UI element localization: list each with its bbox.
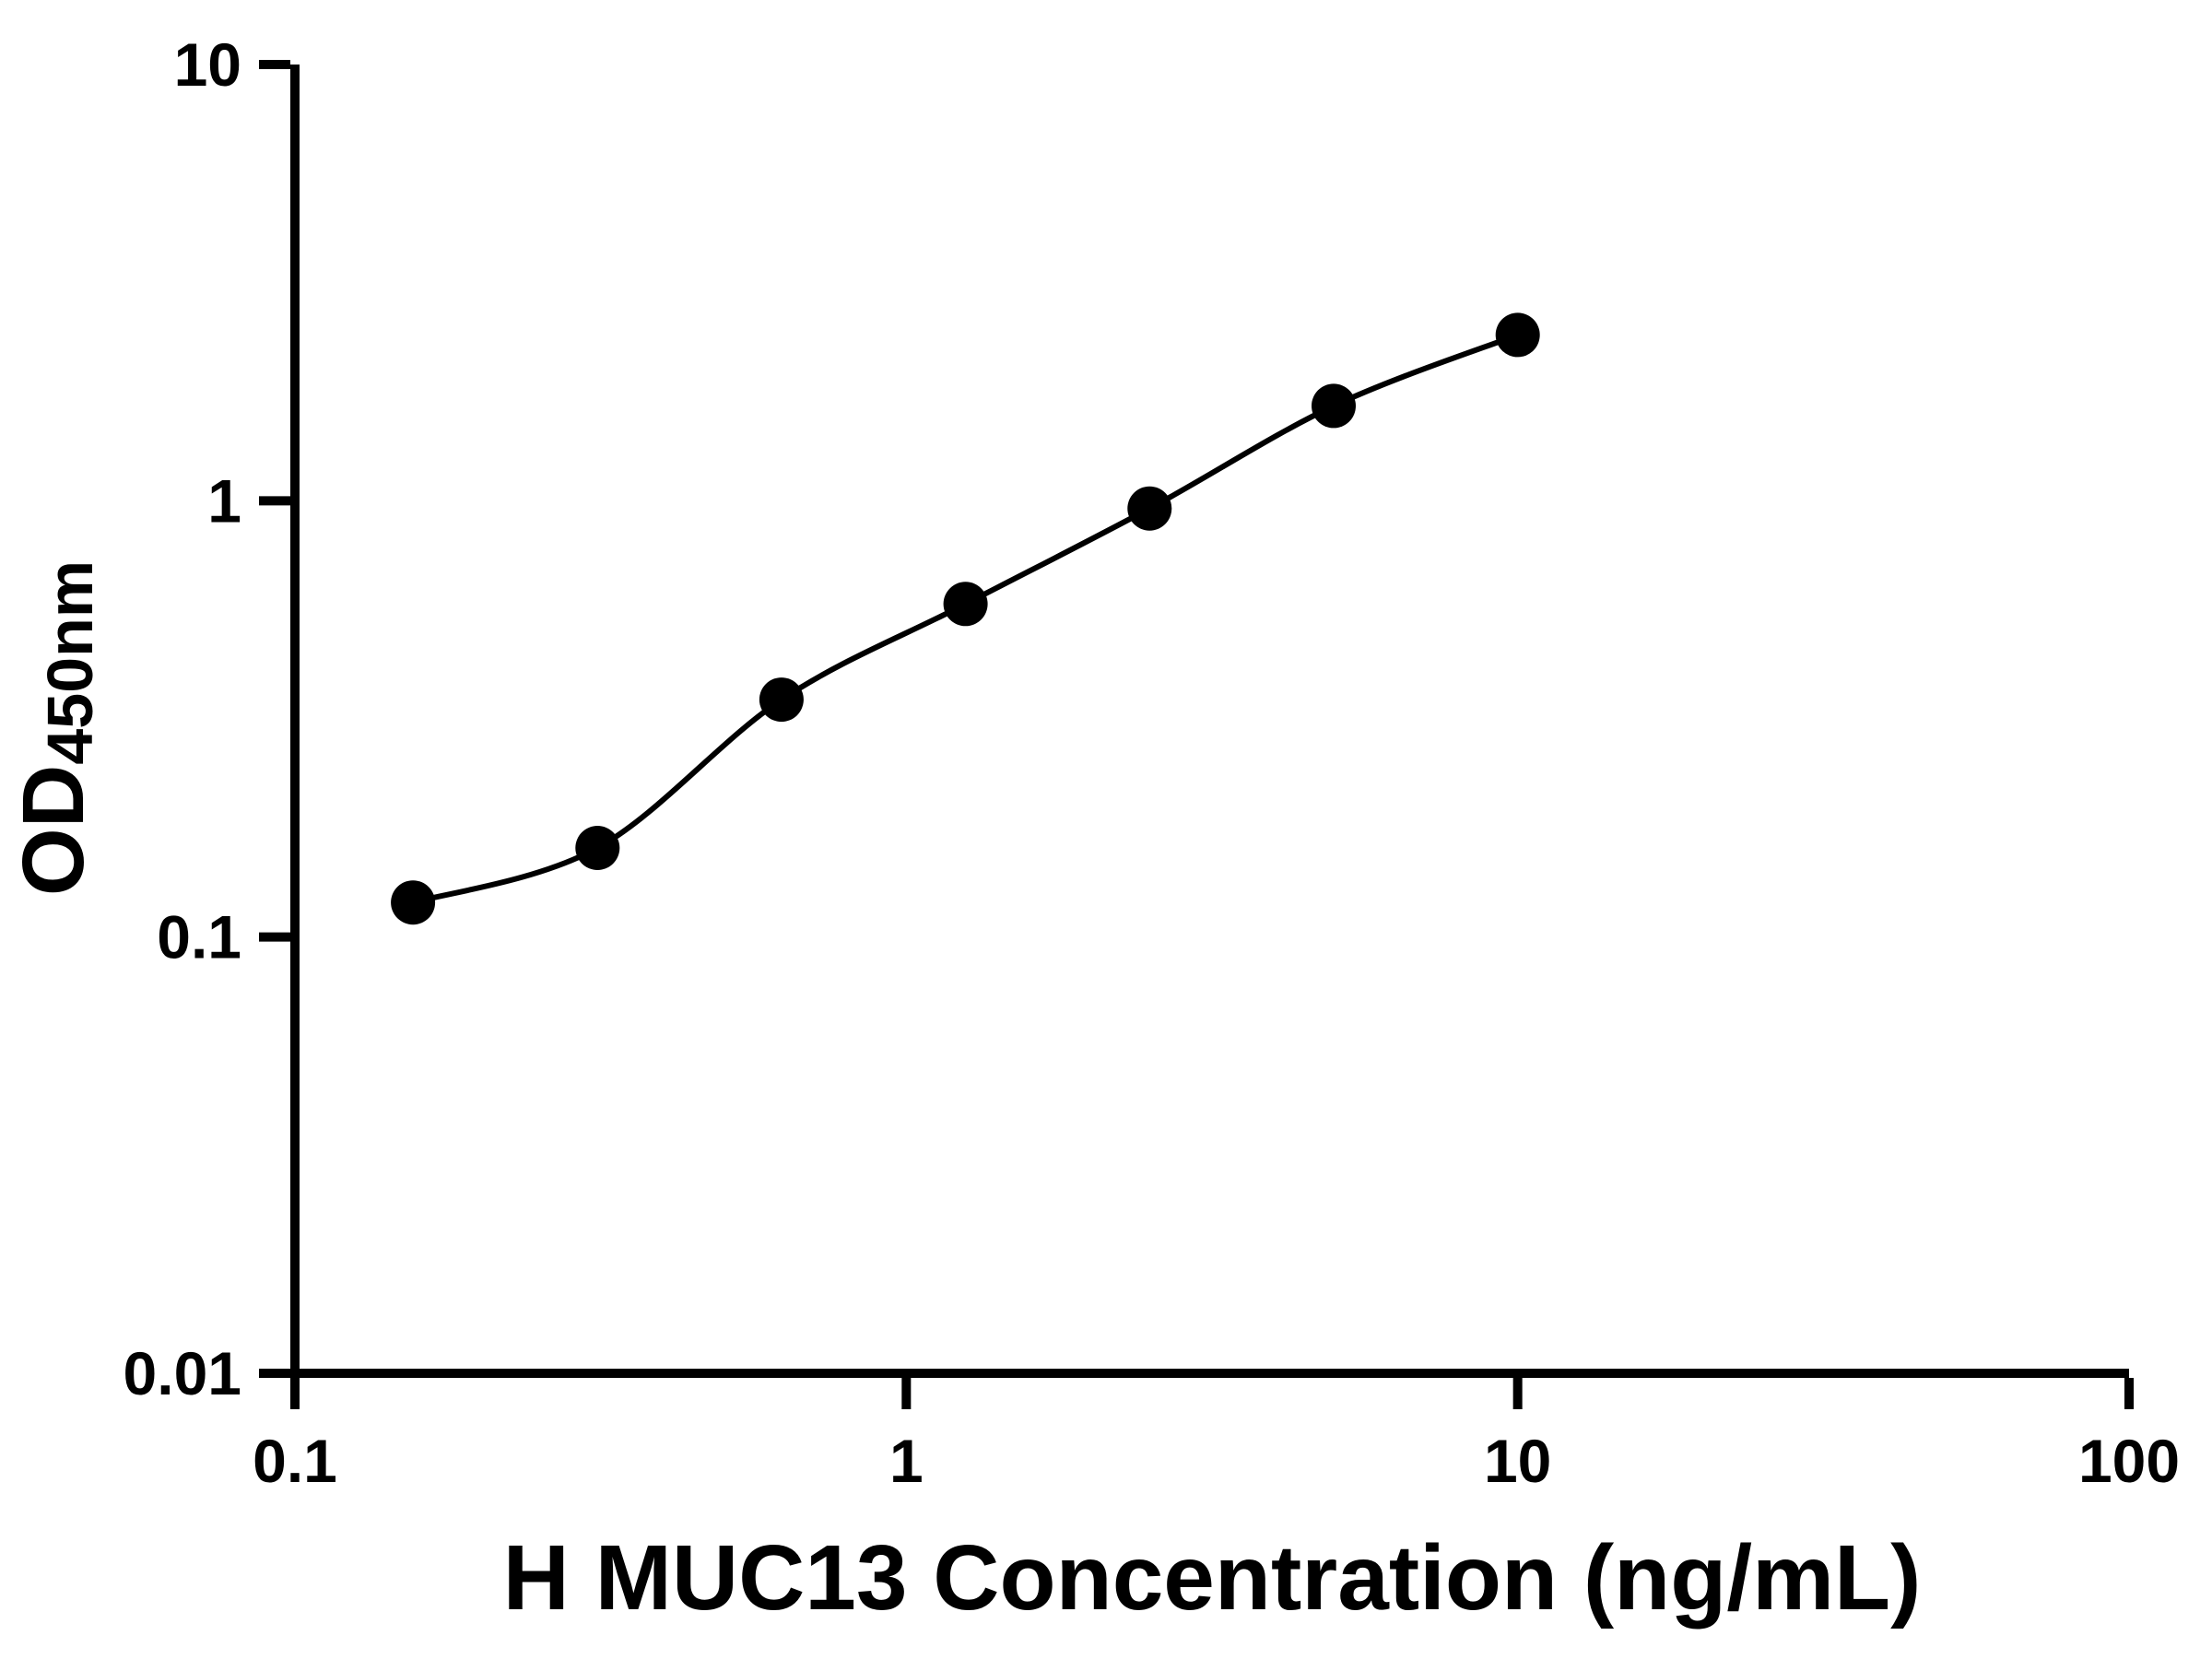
data-point <box>1312 383 1356 429</box>
x-tick-label: 100 <box>2078 1427 2180 1495</box>
y-axis-title: OD 450nm <box>5 406 148 1051</box>
y-tick-label: 1 <box>207 466 241 535</box>
x-tick-label: 10 <box>1484 1427 1551 1495</box>
data-point <box>391 880 436 925</box>
data-point <box>759 677 804 723</box>
x-tick-label: 1 <box>889 1427 924 1495</box>
x-tick-label: 0.1 <box>253 1427 337 1495</box>
data-point <box>1495 312 1540 358</box>
y-tick-label: 0.01 <box>124 1339 241 1407</box>
y-axis-title-subscript: 450nm <box>34 559 106 765</box>
x-axis-title: H MUC13 Concentration (ng/mL) <box>502 1526 1922 1630</box>
data-point <box>1127 486 1172 531</box>
y-axis-title-main: OD <box>5 764 102 897</box>
y-tick-label: 10 <box>174 30 241 99</box>
data-point <box>943 582 988 627</box>
data-point <box>575 826 620 870</box>
y-tick-label: 0.1 <box>157 903 241 971</box>
